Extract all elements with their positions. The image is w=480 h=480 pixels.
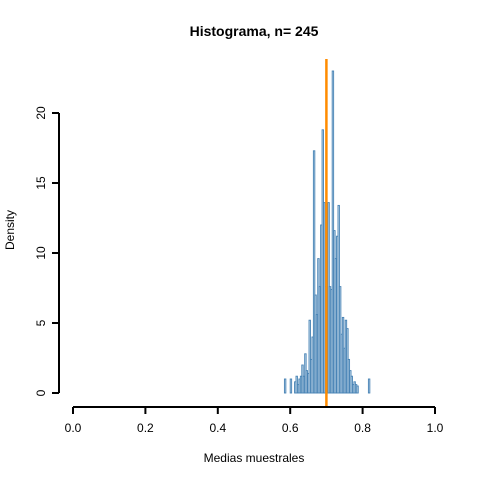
y-tick-label: 10 xyxy=(34,246,48,260)
x-tick-label: 1.0 xyxy=(427,421,444,435)
x-tick-label: 0.0 xyxy=(65,421,82,435)
y-axis: 0 5 10 15 20 xyxy=(34,106,60,396)
x-tick-label: 0.2 xyxy=(137,421,154,435)
histogram-bars xyxy=(283,70,371,394)
histogram-bar xyxy=(312,150,316,394)
histogram-bar xyxy=(289,378,293,394)
histogram-bar xyxy=(356,385,359,394)
y-tick-label: 5 xyxy=(34,319,48,326)
y-tick-label: 20 xyxy=(34,106,48,120)
x-tick-label: 0.6 xyxy=(282,421,299,435)
histogram-bar xyxy=(283,378,287,394)
x-axis: 0.0 0.2 0.4 0.6 0.8 1.0 xyxy=(65,406,444,435)
x-tick-label: 0.8 xyxy=(354,421,371,435)
histogram-bar xyxy=(308,319,311,394)
y-tick-label: 15 xyxy=(34,176,48,190)
y-axis-label: Density xyxy=(3,210,17,250)
histogram-bar xyxy=(367,378,371,394)
y-tick-label: 0 xyxy=(34,389,48,396)
x-axis-label: Medias muestrales xyxy=(204,451,305,465)
chart-title: Histograma, n= 245 xyxy=(190,23,319,39)
x-tick-label: 0.4 xyxy=(209,421,226,435)
